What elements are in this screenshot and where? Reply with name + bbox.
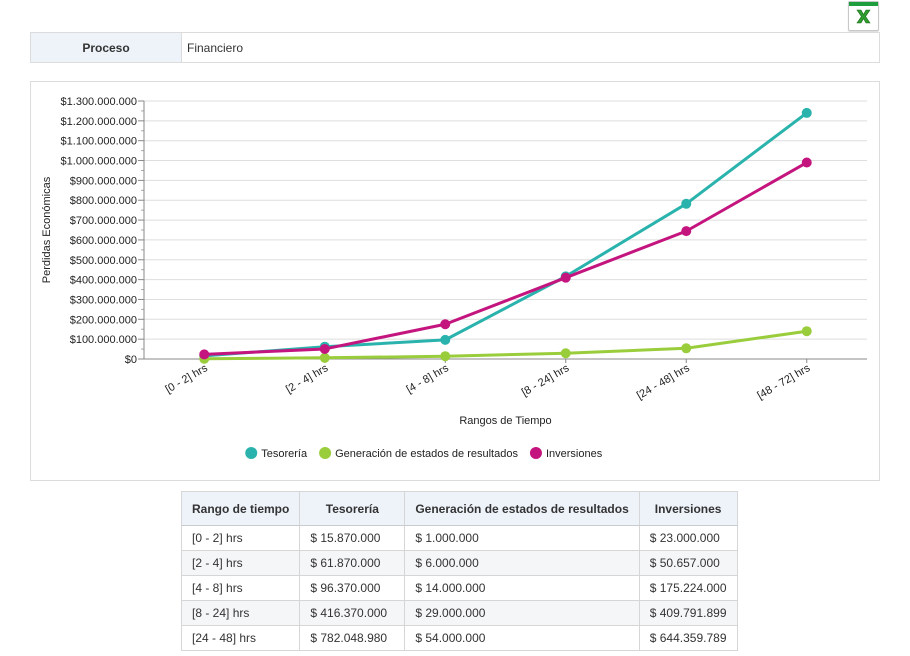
- y-tick-label: $200.000.000: [70, 314, 137, 326]
- series-line-2: [204, 161, 808, 356]
- cell-generacion: $ 54.000.000: [404, 625, 640, 651]
- y-tick-label: $300.000.000: [70, 294, 137, 306]
- cell-tesoreria: $ 416.370.000: [299, 600, 406, 626]
- header-tesoreria: Tesorería: [299, 491, 406, 526]
- legend-label-1: Generación de estados de resultados: [335, 448, 518, 460]
- cell-generacion: $ 29.000.000: [404, 600, 640, 626]
- process-value: Financiero: [187, 40, 244, 55]
- y-tick-label: $0: [125, 354, 137, 366]
- cell-rango: [2 - 4] hrs: [180, 550, 301, 576]
- data-point-0: [681, 198, 692, 209]
- header-inversiones: Inversiones: [638, 491, 738, 526]
- data-point-2: [560, 272, 571, 283]
- cell-generacion: $ 1.000.000: [404, 525, 640, 551]
- legend-label-0: Tesorería: [261, 448, 308, 460]
- table-row: [24 - 48] hrs $ 782.048.980 $ 54.000.000…: [180, 625, 738, 651]
- cell-inversiones: $ 409.791.899: [638, 600, 738, 626]
- cell-tesoreria: $ 15.870.000: [299, 525, 406, 551]
- y-tick-label: $500.000.000: [70, 255, 137, 267]
- cell-rango: [24 - 48] hrs: [180, 625, 301, 651]
- x-tick-label: [0 - 2] hrs: [164, 362, 211, 396]
- data-point-2: [801, 157, 812, 168]
- cell-tesoreria: $ 782.048.980: [299, 625, 406, 651]
- cell-inversiones: $ 644.359.789: [638, 625, 738, 651]
- data-point-1: [560, 348, 571, 359]
- chart-panel: $0 $100.000.000 $200.000.000 $300.000.000 $4…: [30, 81, 880, 481]
- legend-swatch-0: [245, 447, 258, 459]
- series-line-1: [204, 329, 807, 361]
- y-tick-label: $400.000.000: [70, 275, 137, 287]
- y-tick-label: $600.000.000: [70, 235, 137, 247]
- line-chart: $0 $100.000.000 $200.000.000 $300.000.000 $4…: [41, 96, 867, 460]
- header-generacion: Generación de estados de resultados: [404, 491, 640, 526]
- data-point-0: [801, 107, 812, 118]
- cell-inversiones: $ 50.657.000: [638, 550, 738, 576]
- x-tick-label: [8 - 24] hrs: [520, 362, 572, 399]
- data-point-2: [440, 319, 451, 330]
- process-label: Proceso: [31, 33, 182, 62]
- cell-inversiones: $ 23.000.000: [638, 525, 738, 551]
- cell-rango: [4 - 8] hrs: [180, 575, 301, 601]
- y-tick-label: $800.000.000: [70, 195, 137, 207]
- y-axis-title: Perdidas Económicas: [41, 176, 53, 283]
- y-tick-label: $1.000.000.000: [61, 156, 137, 168]
- x-tick-label: [48 - 72] hrs: [755, 362, 812, 402]
- x-tick-label: [2 - 4] hrs: [284, 362, 331, 396]
- cell-rango: [8 - 24] hrs: [180, 600, 301, 626]
- table-row: [0 - 2] hrs $ 15.870.000 $ 1.000.000 $ 2…: [180, 525, 738, 551]
- data-point-1: [681, 343, 692, 354]
- data-point-0: [440, 334, 451, 345]
- y-tick-label: $100.000.000: [70, 334, 137, 346]
- losses-table: Rango de tiempo Tesorería Generación de …: [180, 491, 738, 651]
- cell-inversiones: $ 175.224.000: [638, 575, 738, 601]
- legend-swatch-1: [319, 447, 332, 459]
- legend-swatch-2: [529, 447, 542, 459]
- y-tick-label: $900.000.000: [70, 175, 137, 187]
- process-info-row: Proceso Financiero: [30, 32, 880, 63]
- y-tick-label: $1.300.000.000: [61, 96, 137, 108]
- data-point-1: [440, 351, 451, 362]
- y-tick-label: $700.000.000: [70, 215, 137, 227]
- excel-icon: [849, 2, 878, 24]
- data-point-2: [681, 226, 692, 237]
- cell-tesoreria: $ 96.370.000: [299, 575, 406, 601]
- y-tick-label: $1.100.000.000: [61, 136, 137, 148]
- data-point-1: [319, 352, 330, 363]
- cell-generacion: $ 6.000.000: [404, 550, 640, 576]
- export-excel-button[interactable]: [848, 1, 879, 31]
- cell-rango: [0 - 2] hrs: [180, 525, 301, 551]
- legend-label-2: Inversiones: [546, 448, 603, 460]
- x-axis-title: Rangos de Tiempo: [459, 415, 551, 427]
- x-tick-label: [4 - 8] hrs: [405, 362, 452, 396]
- cell-generacion: $ 14.000.000: [404, 575, 640, 601]
- x-tick-label: [24 - 48] hrs: [635, 362, 692, 402]
- table-header-row: Rango de tiempo Tesorería Generación de …: [180, 491, 738, 526]
- table-row: [4 - 8] hrs $ 96.370.000 $ 14.000.000 $ …: [180, 575, 738, 601]
- data-point-1: [801, 326, 812, 337]
- y-tick-label: $1.200.000.000: [61, 116, 137, 128]
- data-point-2: [319, 343, 330, 354]
- table-row: [8 - 24] hrs $ 416.370.000 $ 29.000.000 …: [180, 600, 738, 626]
- data-point-2: [199, 349, 210, 360]
- cell-tesoreria: $ 61.870.000: [299, 550, 406, 576]
- series-line-0: [204, 111, 808, 358]
- header-rango: Rango de tiempo: [180, 491, 301, 526]
- table-row: [2 - 4] hrs $ 61.870.000 $ 6.000.000 $ 5…: [180, 550, 738, 576]
